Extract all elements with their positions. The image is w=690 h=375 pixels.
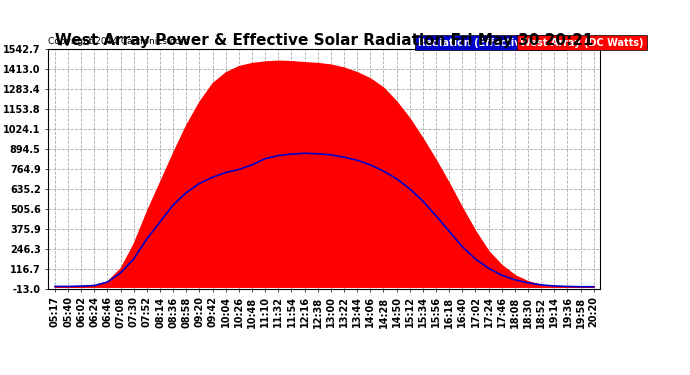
- Text: Radiation (Effective w/m2): Radiation (Effective w/m2): [418, 38, 564, 48]
- Text: West Array (DC Watts): West Array (DC Watts): [520, 38, 644, 48]
- Title: West Array Power & Effective Solar Radiation Fri May 30 20:21: West Array Power & Effective Solar Radia…: [55, 33, 593, 48]
- Text: Copyright 2014 Cartronics.com: Copyright 2014 Cartronics.com: [48, 38, 190, 46]
